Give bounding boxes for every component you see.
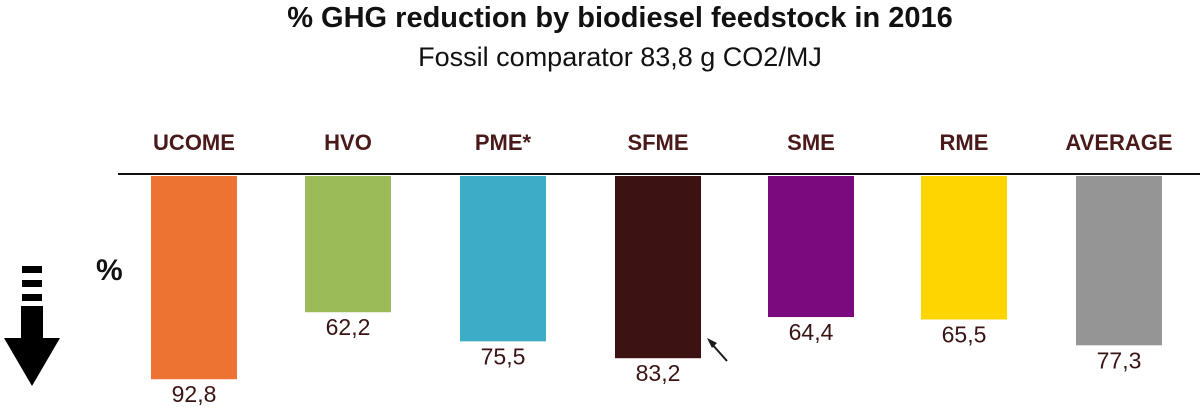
category-label-pme: PME* xyxy=(475,130,532,155)
bar-pme xyxy=(460,176,546,342)
value-labels-group: 92,8 62,2 75,5 83,2 64,4 65,5 77,3 xyxy=(172,314,1142,407)
category-label-hvo: HVO xyxy=(324,130,372,155)
bar-sme xyxy=(768,176,854,318)
bar-sfme xyxy=(615,176,701,359)
bar-average xyxy=(1076,176,1162,346)
category-label-rme: RME xyxy=(940,130,989,155)
value-label-hvo: 62,2 xyxy=(326,314,371,340)
value-label-pme: 75,5 xyxy=(481,343,526,369)
value-label-rme: 65,5 xyxy=(942,321,987,347)
value-label-sme: 64,4 xyxy=(789,319,834,345)
category-label-sme: SME xyxy=(787,130,835,155)
category-labels-group: UCOME HVO PME* SFME SME RME AVERAGE xyxy=(153,130,1173,155)
value-label-ucome: 92,8 xyxy=(172,381,217,407)
bars-group xyxy=(151,176,1162,380)
bar-rme xyxy=(921,176,1007,320)
pointer-arrow-icon xyxy=(707,338,728,362)
bar-ucome xyxy=(151,176,237,380)
category-label-ucome: UCOME xyxy=(153,130,235,155)
y-axis-unit-label: % xyxy=(96,254,123,287)
chart-subtitle: Fossil comparator 83,8 g CO2/MJ xyxy=(418,42,822,72)
category-label-average: AVERAGE xyxy=(1065,130,1172,155)
down-arrow-icon xyxy=(4,266,60,386)
value-label-average: 77,3 xyxy=(1097,347,1142,373)
value-label-sfme: 83,2 xyxy=(636,360,681,386)
chart-title: % GHG reduction by biodiesel feedstock i… xyxy=(287,2,953,34)
bar-hvo xyxy=(305,176,391,313)
category-label-sfme: SFME xyxy=(627,130,688,155)
